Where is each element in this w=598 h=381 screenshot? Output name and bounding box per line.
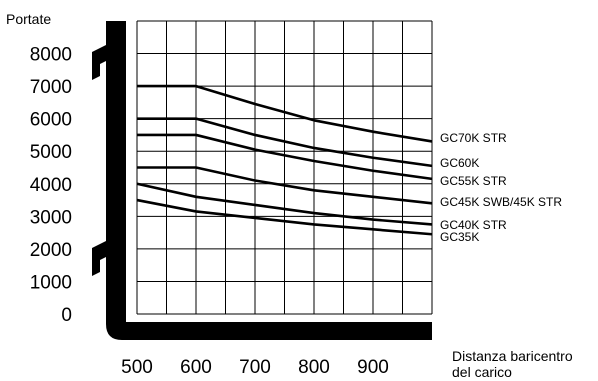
x-tick-label: 800 bbox=[298, 357, 330, 378]
x-tick-labels: 500 600 700 800 900 bbox=[121, 357, 389, 378]
y-tick-label: 8000 bbox=[30, 45, 72, 66]
series-lines bbox=[136, 84, 433, 236]
y-tick-label: 2000 bbox=[30, 240, 72, 261]
series-label: GC35K bbox=[440, 230, 479, 244]
x-axis-title-line2: del carico bbox=[452, 364, 512, 380]
y-tick-label: 7000 bbox=[30, 77, 72, 98]
x-tick-label: 700 bbox=[239, 357, 271, 378]
forklift-axis-frame bbox=[92, 21, 432, 340]
y-tick-labels: 0 1000 2000 3000 4000 5000 6000 7000 8000 bbox=[30, 45, 72, 326]
y-tick-label: 1000 bbox=[30, 272, 72, 293]
y-tick-label: 4000 bbox=[30, 175, 72, 196]
series-labels: GC70K STR GC60K GC55K STR GC45K SWB/45K STR… bbox=[440, 131, 562, 244]
series-line bbox=[137, 84, 433, 143]
y-tick-label: 6000 bbox=[30, 110, 72, 131]
series-label: GC55K STR bbox=[440, 174, 507, 188]
y-axis-title: Portate bbox=[6, 11, 51, 27]
y-tick-label: 0 bbox=[61, 305, 72, 326]
x-tick-label: 900 bbox=[357, 357, 389, 378]
series-line bbox=[136, 182, 433, 226]
series-label: GC45K SWB/45K STR bbox=[440, 195, 562, 209]
series-line bbox=[137, 133, 433, 181]
y-tick-label: 3000 bbox=[30, 207, 72, 228]
series-label: GC40K STR bbox=[440, 218, 507, 232]
series-label: GC70K STR bbox=[440, 131, 507, 145]
series-line bbox=[137, 166, 433, 205]
x-tick-label: 600 bbox=[180, 357, 212, 378]
y-tick-label: 5000 bbox=[30, 142, 72, 163]
series-line bbox=[136, 198, 433, 236]
series-line bbox=[137, 117, 433, 168]
x-axis-title-line1: Distanza baricentro bbox=[452, 348, 573, 364]
x-tick-label: 500 bbox=[121, 357, 153, 378]
series-label: GC60K bbox=[440, 156, 479, 170]
